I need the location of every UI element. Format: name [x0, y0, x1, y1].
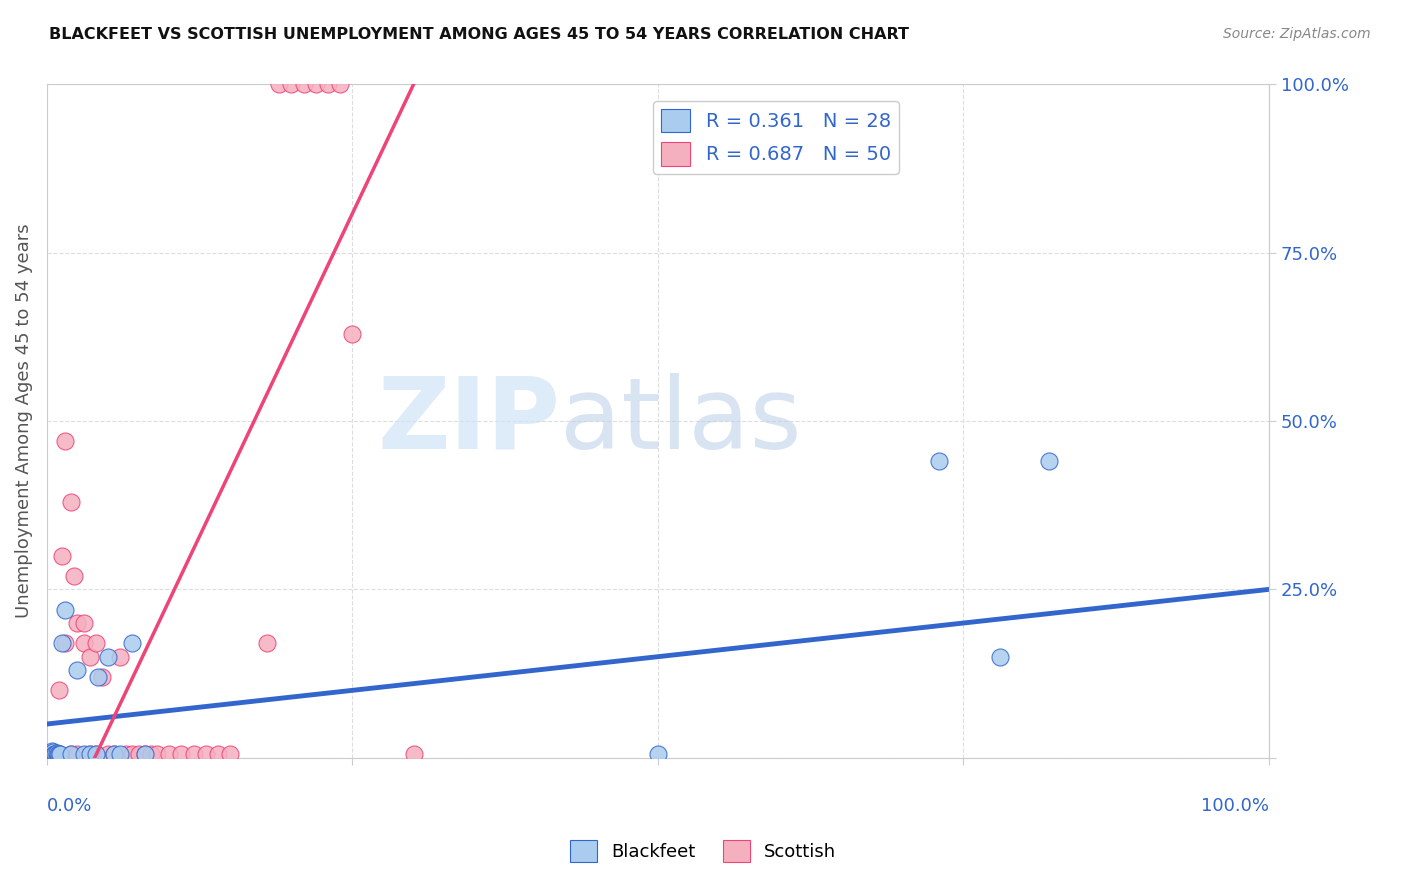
Text: Source: ZipAtlas.com: Source: ZipAtlas.com — [1223, 27, 1371, 41]
Point — [66, 663, 89, 677]
Point — [121, 636, 143, 650]
Point — [51, 636, 73, 650]
Point — [280, 78, 302, 92]
Point — [84, 747, 107, 762]
Point — [121, 747, 143, 762]
Point — [79, 747, 101, 762]
Point — [48, 747, 70, 762]
Point — [72, 747, 94, 762]
Point — [41, 744, 63, 758]
Point — [1038, 454, 1060, 468]
Point — [90, 670, 112, 684]
Point — [45, 747, 67, 762]
Point — [115, 747, 138, 762]
Point — [53, 434, 76, 449]
Point — [51, 549, 73, 563]
Point — [45, 746, 67, 760]
Point — [60, 747, 83, 762]
Text: ZIP: ZIP — [377, 373, 560, 469]
Point — [97, 747, 120, 762]
Point — [139, 747, 162, 762]
Point — [62, 569, 84, 583]
Point — [292, 78, 315, 92]
Point — [42, 747, 65, 762]
Point — [110, 649, 132, 664]
Point — [49, 747, 72, 762]
Point — [329, 78, 352, 92]
Point — [183, 747, 205, 762]
Point — [103, 747, 125, 762]
Point — [97, 649, 120, 664]
Text: 100.0%: 100.0% — [1201, 797, 1270, 814]
Point — [38, 747, 60, 762]
Point — [170, 747, 193, 762]
Point — [402, 747, 425, 762]
Point — [84, 636, 107, 650]
Point — [194, 747, 217, 762]
Point — [41, 747, 63, 762]
Text: atlas: atlas — [560, 373, 801, 469]
Point — [157, 747, 180, 762]
Point — [84, 747, 107, 762]
Point — [37, 747, 59, 762]
Point — [134, 747, 156, 762]
Point — [46, 747, 69, 762]
Point — [53, 636, 76, 650]
Y-axis label: Unemployment Among Ages 45 to 54 years: Unemployment Among Ages 45 to 54 years — [15, 224, 32, 618]
Point — [53, 602, 76, 616]
Legend: Blackfeet, Scottish: Blackfeet, Scottish — [562, 833, 844, 870]
Point — [207, 747, 229, 762]
Point — [46, 747, 69, 762]
Point — [44, 747, 66, 762]
Point — [79, 649, 101, 664]
Point — [48, 747, 70, 762]
Text: BLACKFEET VS SCOTTISH UNEMPLOYMENT AMONG AGES 45 TO 54 YEARS CORRELATION CHART: BLACKFEET VS SCOTTISH UNEMPLOYMENT AMONG… — [49, 27, 910, 42]
Point — [219, 747, 242, 762]
Point — [87, 670, 110, 684]
Point — [256, 636, 278, 650]
Point — [72, 615, 94, 630]
Point — [44, 747, 66, 762]
Point — [45, 748, 67, 763]
Point — [60, 495, 83, 509]
Point — [48, 683, 70, 698]
Point — [647, 747, 669, 762]
Point — [928, 454, 950, 468]
Point — [72, 636, 94, 650]
Text: 0.0%: 0.0% — [46, 797, 93, 814]
Point — [269, 78, 291, 92]
Point — [39, 748, 62, 763]
Point — [110, 747, 132, 762]
Point — [66, 615, 89, 630]
Point — [103, 747, 125, 762]
Point — [305, 78, 328, 92]
Point — [134, 747, 156, 762]
Point — [38, 747, 60, 762]
Point — [146, 747, 169, 762]
Point — [42, 745, 65, 759]
Point — [39, 747, 62, 762]
Point — [44, 747, 66, 762]
Point — [316, 78, 339, 92]
Point — [988, 649, 1011, 664]
Point — [342, 326, 364, 341]
Point — [60, 747, 83, 762]
Point — [128, 747, 150, 762]
Point — [79, 747, 101, 762]
Point — [44, 747, 66, 762]
Legend: R = 0.361   N = 28, R = 0.687   N = 50: R = 0.361 N = 28, R = 0.687 N = 50 — [654, 101, 898, 174]
Point — [66, 747, 89, 762]
